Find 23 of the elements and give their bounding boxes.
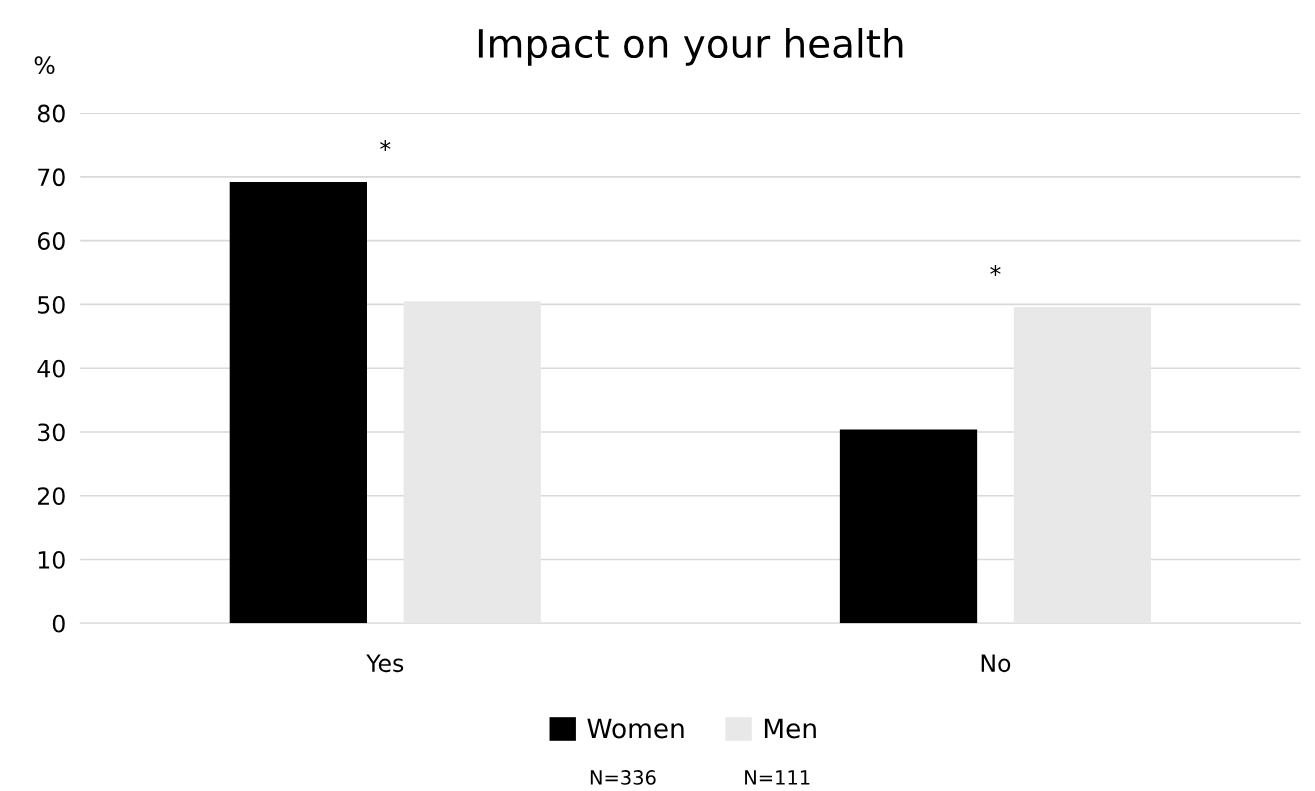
legend-label: Men	[764, 718, 816, 739]
text: N=111	[745, 770, 810, 785]
x-tick-label: Yes	[366, 654, 404, 673]
x-tick-label: No	[981, 654, 1011, 673]
legend-label: Women	[587, 718, 684, 739]
y-tick-label: 40	[37, 359, 65, 378]
y-tick-label: 30	[38, 423, 65, 442]
bar	[1013, 306, 1152, 624]
y-tick-label: 70	[38, 168, 65, 187]
bar	[229, 181, 367, 624]
chart-title: Impact on your health	[478, 28, 903, 66]
annotation: *	[380, 140, 391, 151]
annotation: *	[990, 265, 1001, 276]
y-axis-title: %	[34, 56, 55, 75]
bar	[839, 429, 978, 624]
y-tick-label: 60	[37, 232, 65, 250]
bar	[403, 301, 541, 624]
y-tick-label: 20	[38, 487, 65, 506]
y-tick-label: 0	[52, 614, 65, 633]
text: N=336	[590, 770, 656, 785]
y-tick-label: 80	[37, 104, 65, 123]
y-tick-label: 50	[38, 295, 65, 314]
y-tick-label: 10	[38, 550, 65, 569]
